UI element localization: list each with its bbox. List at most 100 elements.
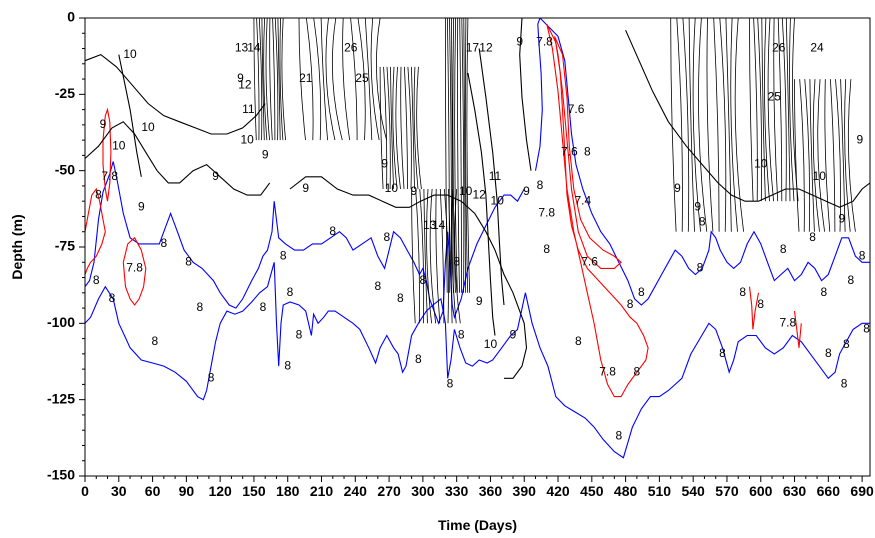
contour-label: 8 [543, 242, 550, 256]
contour-label: 8 [638, 285, 645, 299]
dense-contour-band-610 [789, 17, 795, 202]
dense-contour-band-560 [670, 17, 677, 232]
y-tick-label: -100 [47, 314, 75, 330]
contour-label: 12 [473, 187, 487, 201]
x-tick-label: 420 [546, 483, 570, 499]
contour-label: 8 [780, 242, 787, 256]
dense-contour-band-280 [379, 66, 384, 190]
x-axis-title: Time (Days) [438, 517, 517, 533]
dense-contour-band-280 [386, 66, 391, 190]
dense-contour-band-300 [415, 188, 420, 324]
contour-label: 9 [694, 199, 701, 213]
dense-contour-band-660 [809, 79, 815, 232]
contour-label: 10 [241, 132, 255, 146]
contour-label: 13 [423, 218, 437, 232]
x-tick-label: 60 [145, 483, 161, 499]
contour-label: 8 [820, 285, 827, 299]
dense-contour-band-300 [451, 188, 457, 324]
contour-label: 8 [809, 230, 816, 244]
dense-contour-band-300 [411, 188, 416, 324]
dense-contour-band-160 [263, 17, 268, 141]
contour-label: 10 [459, 184, 473, 198]
contour-label: 8 [739, 285, 746, 299]
contour-line-black11 [478, 48, 505, 306]
dense-contour-band-560 [688, 17, 695, 232]
contour-label: 26 [344, 41, 358, 55]
contour-label: 8 [447, 377, 454, 391]
dense-contour-band-660 [824, 79, 831, 232]
dense-contour-band-610 [781, 17, 787, 202]
y-tick-label: -75 [55, 238, 75, 254]
contour-label: 8 [383, 230, 390, 244]
y-tick-label: 0 [67, 9, 75, 25]
contour-label: 9 [237, 71, 244, 85]
contour-label: 8 [280, 248, 287, 262]
contour-label: 8 [197, 300, 204, 314]
contour-label: 8 [151, 334, 158, 348]
contour-label: 26 [772, 41, 786, 55]
dense-contour-band-660 [794, 79, 800, 232]
contour-label: 8 [634, 364, 641, 378]
contour-label: 8 [208, 370, 215, 384]
dense-contour-band-240 [306, 17, 314, 141]
dense-contour-band-160 [256, 17, 260, 141]
dense-contour-band-330 [463, 17, 466, 293]
dense-contour-band-240 [298, 17, 306, 141]
contour-label: 7.8 [779, 316, 796, 330]
contour-label: 12 [238, 77, 252, 91]
contour-label: 8 [95, 187, 102, 201]
dense-contour-band-660 [835, 79, 841, 232]
x-tick-label: 90 [179, 483, 195, 499]
y-axis-title: Depth (m) [9, 214, 25, 279]
contour-line-blue8-lower [84, 262, 870, 459]
contour-label: 9 [411, 184, 418, 198]
dense-contour-band-300 [435, 188, 441, 324]
contour-label: 7.6 [581, 254, 598, 268]
dense-contour-band-300 [454, 188, 461, 324]
contour-label: 7.8 [126, 261, 143, 275]
x-tick-label: 600 [749, 483, 773, 499]
dense-contour-band-560 [713, 17, 720, 232]
dense-contour-band-160 [269, 17, 273, 141]
contour-label: 9 [674, 181, 681, 195]
contour-line-red7.8-loop [122, 236, 147, 306]
dense-contour-band-300 [429, 188, 437, 324]
dense-contour-band-300 [439, 188, 445, 324]
dense-contour-band-330 [465, 17, 469, 293]
dense-contour-band-300 [423, 188, 428, 324]
contour-label: 9 [857, 132, 864, 146]
dense-contour-band-280 [395, 66, 401, 190]
contour-label: 8 [287, 285, 294, 299]
dense-contour-band-610 [773, 17, 779, 202]
contour-label: 8 [160, 236, 167, 250]
contour-label: 9 [516, 35, 523, 49]
contour-label: 8 [719, 346, 726, 360]
contour-label: 9 [262, 148, 269, 162]
contour-label: 13 [235, 41, 249, 55]
x-tick-label: 300 [411, 483, 435, 499]
contour-label: 10 [491, 193, 505, 207]
contour-label: 7.8 [101, 169, 118, 183]
contour-label: 8 [584, 145, 591, 159]
x-tick-label: 210 [310, 483, 334, 499]
dense-contour-band-330 [466, 17, 471, 293]
dense-contour-band-330 [451, 17, 454, 293]
y-tick-label: -25 [55, 85, 75, 101]
contour-label: 24 [810, 41, 824, 55]
dense-contour-band-160 [274, 17, 279, 141]
contour-label: 7.8 [536, 35, 553, 49]
contour-label: 8 [859, 248, 866, 262]
dense-contour-band-610 [757, 17, 762, 202]
x-tick-label: 360 [479, 483, 503, 499]
dense-contour-band-330 [459, 17, 462, 293]
dense-contour-band-240 [331, 17, 343, 141]
dense-contour-band-660 [812, 79, 820, 232]
contour-line-blue8-right-main [539, 17, 870, 306]
dense-contour-band-560 [730, 17, 738, 232]
dense-contour-band-330 [461, 17, 465, 293]
contour-label: 8 [537, 178, 544, 192]
contour-line-black9-farright [625, 29, 871, 208]
dense-contour-band-610 [749, 17, 754, 202]
dense-contour-band-660 [844, 79, 851, 232]
contour-label: 8 [374, 279, 381, 293]
